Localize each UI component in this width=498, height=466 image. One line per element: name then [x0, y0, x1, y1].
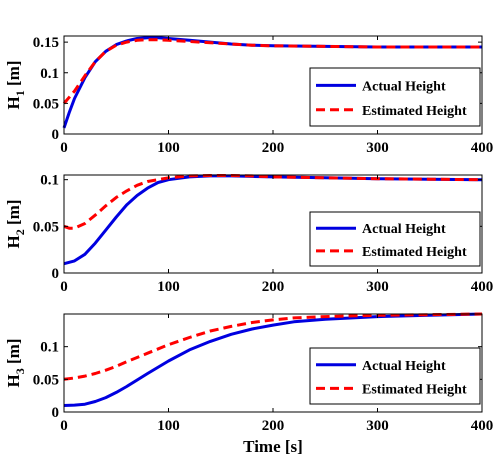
legend-box: [309, 211, 481, 267]
legend-3: Actual Height Estimated Height: [309, 347, 481, 405]
x-tick-label: 300: [366, 140, 389, 156]
y-tick-label: 0.05: [33, 372, 59, 388]
y-axis-label: H1 [m]: [4, 61, 27, 110]
x-axis-label: Time [s]: [243, 437, 303, 456]
y-tick-label: 0: [52, 405, 60, 421]
y-tick-label: 0: [52, 266, 60, 282]
legend-box: [309, 347, 481, 405]
legend-2: Actual Height Estimated Height: [309, 211, 481, 267]
series-line-estimated-1: [62, 38, 482, 105]
y-tick-label: 0.05: [33, 96, 59, 112]
y-tick-label: 0.1: [40, 173, 59, 189]
legend-label-actual: Actual Height: [362, 79, 446, 94]
x-tick-label: 400: [471, 140, 494, 156]
panel-1: 0 100 200 300 400 0 0.05 0.1 0.15 H1 [m] Actual He…: [4, 35, 493, 156]
x-tick-label: 300: [366, 418, 389, 434]
x-tick-label: 0: [60, 418, 68, 434]
x-tick-label: 300: [366, 279, 389, 295]
y-tick-label: 0.1: [40, 66, 59, 82]
legend-label-actual: Actual Height: [362, 359, 446, 374]
x-tick-label: 100: [157, 279, 180, 295]
y-tick-label: 0.15: [33, 35, 59, 51]
series-line-actual-3: [63, 312, 483, 407]
y-axis-label: H2 [m]: [4, 200, 27, 249]
y-tick-label: 0.05: [33, 219, 59, 235]
legend-1: Actual Height Estimated Height: [309, 67, 481, 127]
legend-label-actual: Actual Height: [362, 222, 446, 237]
legend-box: [309, 67, 481, 127]
x-tick-label: 0: [60, 140, 68, 156]
y-axis-label: H3 [m]: [4, 339, 27, 388]
panel-3: 0 100 200 300 400 0 0.05 0.1 H3 [m] Time [s] Actua…: [4, 312, 494, 456]
y-tick-label: 0: [52, 127, 60, 143]
x-tick-label: 100: [157, 418, 180, 434]
series-line-estimated-2: [63, 174, 483, 230]
x-tick-label: 400: [471, 418, 494, 434]
legend-label-estimated: Estimated Height: [362, 245, 467, 260]
x-tick-label: 200: [262, 140, 285, 156]
y-tick-label: 0.1: [40, 340, 59, 356]
x-tick-label: 400: [471, 279, 494, 295]
x-tick-label: 100: [157, 140, 180, 156]
legend-label-estimated: Estimated Height: [362, 104, 467, 119]
series-line-estimated-3: [63, 312, 483, 381]
x-tick-label: 200: [262, 279, 285, 295]
panel-2: 0 100 200 300 400 0 0.05 0.1 H2 [m] Actual Height…: [4, 173, 493, 295]
x-tick-label: 0: [60, 279, 68, 295]
legend-label-estimated: Estimated Height: [362, 382, 467, 397]
x-tick-label: 200: [262, 418, 285, 434]
